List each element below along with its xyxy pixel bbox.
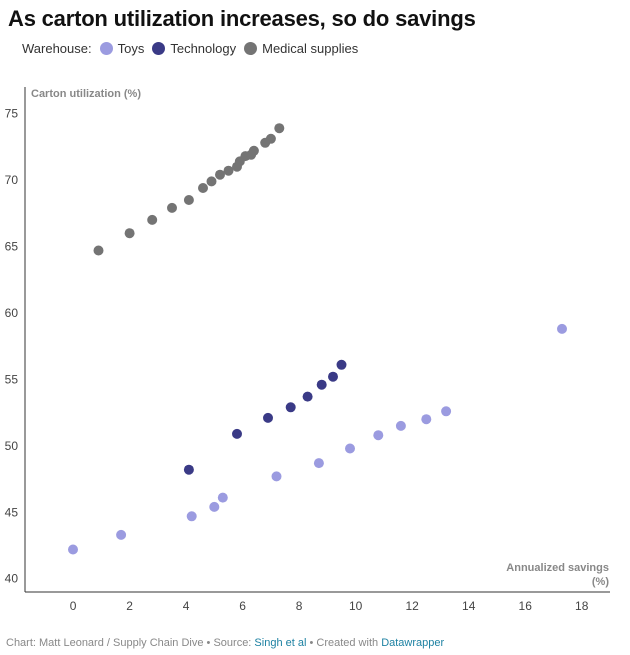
point-medical-supplies (93, 245, 104, 256)
y-tick-label: 55 (5, 372, 19, 386)
point-medical-supplies (265, 133, 276, 144)
source-link[interactable]: Singh et al (254, 637, 307, 649)
x-tick-label: 8 (296, 599, 303, 613)
point-toys (271, 471, 282, 482)
x-tick-label: 18 (575, 599, 589, 613)
footer-mid: • Created with (306, 637, 382, 649)
legend-swatch-toys (99, 42, 113, 55)
y-tick-label: 70 (5, 173, 19, 187)
legend-swatch-medical-supplies (244, 42, 258, 55)
y-tick-label: 65 (5, 239, 19, 253)
legend-item-toys[interactable]: Toys (99, 41, 145, 56)
legend: Warehouse: Toys Technology Medical suppl… (22, 41, 366, 56)
legend-item-medical-supplies[interactable]: Medical supplies (244, 41, 358, 56)
data-points (68, 123, 567, 555)
point-medical-supplies (167, 202, 177, 213)
legend-text-medical-supplies: Medical supplies (262, 41, 359, 56)
x-tick-label: 16 (519, 599, 533, 613)
footer-prefix: Chart: Matt Leonard / Supply Chain Dive … (6, 637, 255, 649)
y-tick-label: 45 (5, 505, 19, 519)
point-toys (68, 544, 78, 555)
point-technology (263, 412, 273, 423)
point-medical-supplies (215, 169, 225, 180)
point-medical-supplies (147, 214, 158, 225)
point-medical-supplies (206, 176, 217, 187)
point-technology (316, 379, 327, 390)
point-toys (116, 529, 127, 540)
legend-label: Warehouse: (22, 41, 92, 56)
y-tick-label: 40 (5, 572, 19, 586)
point-technology (285, 402, 296, 413)
legend-swatch-technology (152, 42, 166, 55)
x-tick-label: 0 (70, 599, 77, 613)
point-medical-supplies (124, 228, 135, 239)
footer-credits: Chart: Matt Leonard / Supply Chain Dive … (6, 637, 444, 649)
x-axis-title-group: Annualized savings (%) (506, 562, 609, 588)
y-axis-title-group: Carton utilization (%) (31, 88, 141, 100)
point-medical-supplies (248, 145, 259, 156)
y-tick-label: 50 (5, 439, 19, 453)
y-tick-label: 60 (5, 306, 19, 320)
x-tick-label: 14 (462, 599, 476, 613)
legend-text-technology: Technology (170, 41, 237, 56)
point-medical-supplies (183, 195, 194, 205)
x-tick-label: 10 (349, 599, 363, 613)
point-toys (313, 458, 324, 469)
x-axis-title-line1: Annualized savings (506, 562, 609, 574)
datawrapper-link[interactable]: Datawrapper (381, 637, 445, 649)
point-technology (302, 391, 313, 402)
point-toys (373, 430, 384, 441)
point-toys (345, 443, 355, 454)
point-toys (441, 406, 452, 417)
legend-text-toys: Toys (117, 41, 145, 56)
x-tick-label: 2 (126, 599, 133, 613)
x-tick-label: 6 (239, 599, 246, 613)
axes: 40 45 50 55 60 65 70 75 0 2 4 6 8 10 12 14 16 18 (5, 87, 610, 613)
x-tick-label: 4 (183, 599, 190, 613)
point-medical-supplies (223, 165, 234, 176)
y-axis-title: Carton utilization (%) (31, 88, 141, 100)
point-medical-supplies (274, 123, 285, 134)
x-tick-label: 12 (405, 599, 419, 613)
point-technology (328, 371, 338, 382)
point-toys (395, 420, 406, 431)
point-toys (217, 492, 228, 503)
legend-item-technology[interactable]: Technology (152, 41, 236, 56)
chart-title: As carton utilization increases, so do s… (8, 6, 476, 31)
point-toys (421, 414, 432, 425)
point-technology (336, 359, 347, 370)
point-toys (186, 511, 197, 522)
point-toys (209, 501, 220, 512)
point-medical-supplies (198, 183, 208, 193)
point-technology (183, 464, 194, 475)
x-axis-title-line2: (%) (592, 576, 609, 588)
point-toys (557, 323, 567, 334)
point-technology (232, 428, 242, 439)
scatter-chart: 40 45 50 55 60 65 70 75 0 2 4 6 8 10 12 14 16 18 Carton u… (5, 87, 610, 613)
y-tick-label: 75 (5, 107, 19, 121)
